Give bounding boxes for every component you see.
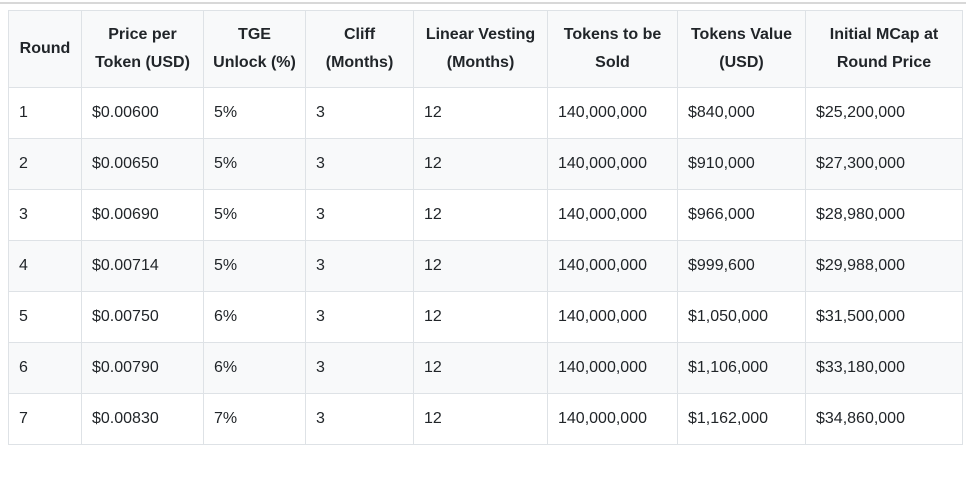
- table-cell: 3: [8, 189, 82, 241]
- table-row: 6 $0.00790 6% 3 12 140,000,000 $1,106,000 $33,1…: [8, 342, 963, 394]
- table-cell: 12: [413, 87, 548, 139]
- column-header-tokens-value: Tokens Value (USD): [677, 10, 806, 88]
- column-header-round: Round: [8, 10, 82, 88]
- table-cell: $33,180,000: [805, 342, 963, 394]
- table-cell: 3: [305, 189, 414, 241]
- table-cell: $910,000: [677, 138, 806, 190]
- table-cell: 3: [305, 393, 414, 445]
- table-cell: 5%: [203, 189, 306, 241]
- table-cell: $31,500,000: [805, 291, 963, 343]
- table-cell: $0.00650: [81, 138, 204, 190]
- table-cell: $25,200,000: [805, 87, 963, 139]
- table-cell: 5%: [203, 87, 306, 139]
- table-cell: 140,000,000: [547, 138, 678, 190]
- table-cell: 12: [413, 240, 548, 292]
- table-cell: 2: [8, 138, 82, 190]
- table-row: 2 $0.00650 5% 3 12 140,000,000 $910,000 $27,300…: [8, 138, 963, 190]
- table-cell: 3: [305, 291, 414, 343]
- table-cell: 140,000,000: [547, 342, 678, 394]
- column-header-initial-mcap: Initial MCap at Round Price: [805, 10, 963, 88]
- table-cell: $966,000: [677, 189, 806, 241]
- table-cell: $1,106,000: [677, 342, 806, 394]
- table-cell: 12: [413, 342, 548, 394]
- table-cell: 12: [413, 393, 548, 445]
- table-cell: 7%: [203, 393, 306, 445]
- table-row: 3 $0.00690 5% 3 12 140,000,000 $966,000 $28,980…: [8, 189, 963, 241]
- column-header-linear-vesting: Linear Vesting (Months): [413, 10, 548, 88]
- table-cell: $28,980,000: [805, 189, 963, 241]
- table-cell: 12: [413, 189, 548, 241]
- table-cell: 5: [8, 291, 82, 343]
- table-cell: 5%: [203, 240, 306, 292]
- table-cell: $27,300,000: [805, 138, 963, 190]
- header-row: Round Price per Token (USD) TGE Unlock (…: [8, 10, 963, 88]
- table-cell: 4: [8, 240, 82, 292]
- table-cell: 12: [413, 291, 548, 343]
- table-cell: $34,860,000: [805, 393, 963, 445]
- table-header: Round Price per Token (USD) TGE Unlock (…: [8, 10, 963, 88]
- table-cell: 12: [413, 138, 548, 190]
- table-row: 5 $0.00750 6% 3 12 140,000,000 $1,050,000 $31,5…: [8, 291, 963, 343]
- tokenomics-table: Round Price per Token (USD) TGE Unlock (…: [8, 10, 963, 445]
- column-header-cliff: Cliff (Months): [305, 10, 414, 88]
- table-cell: $1,162,000: [677, 393, 806, 445]
- table-cell: 140,000,000: [547, 189, 678, 241]
- table-row: 7 $0.00830 7% 3 12 140,000,000 $1,162,000 $34,8…: [8, 393, 963, 445]
- table-cell: 140,000,000: [547, 393, 678, 445]
- table-cell: 3: [305, 87, 414, 139]
- table-cell: $999,600: [677, 240, 806, 292]
- table-cell: 5%: [203, 138, 306, 190]
- table-cell: 6%: [203, 291, 306, 343]
- table-cell: $0.00830: [81, 393, 204, 445]
- table-cell: $0.00690: [81, 189, 204, 241]
- table-cell: $0.00750: [81, 291, 204, 343]
- table-cell: $0.00714: [81, 240, 204, 292]
- table-cell: 140,000,000: [547, 87, 678, 139]
- table-cell: 1: [8, 87, 82, 139]
- table-cell: 6%: [203, 342, 306, 394]
- table-cell: 7: [8, 393, 82, 445]
- table-body: 1 $0.00600 5% 3 12 140,000,000 $840,000 $25,200…: [8, 87, 963, 445]
- table-cell: 140,000,000: [547, 240, 678, 292]
- table-cell: 140,000,000: [547, 291, 678, 343]
- table-row: 1 $0.00600 5% 3 12 140,000,000 $840,000 $25,200…: [8, 87, 963, 139]
- table-row: 4 $0.00714 5% 3 12 140,000,000 $999,600 $29,988…: [8, 240, 963, 292]
- column-header-tokens-to-be-sold: Tokens to be Sold: [547, 10, 678, 88]
- table-cell: 6: [8, 342, 82, 394]
- table-cell: $29,988,000: [805, 240, 963, 292]
- table-cell: 3: [305, 240, 414, 292]
- table-cell: $0.00600: [81, 87, 204, 139]
- table-cell: 3: [305, 342, 414, 394]
- table-cell: 3: [305, 138, 414, 190]
- column-header-price-per-token: Price per Token (USD): [81, 10, 204, 88]
- column-header-tge-unlock: TGE Unlock (%): [203, 10, 306, 88]
- top-divider: [0, 2, 966, 4]
- table-cell: $1,050,000: [677, 291, 806, 343]
- table-cell: $0.00790: [81, 342, 204, 394]
- table-cell: $840,000: [677, 87, 806, 139]
